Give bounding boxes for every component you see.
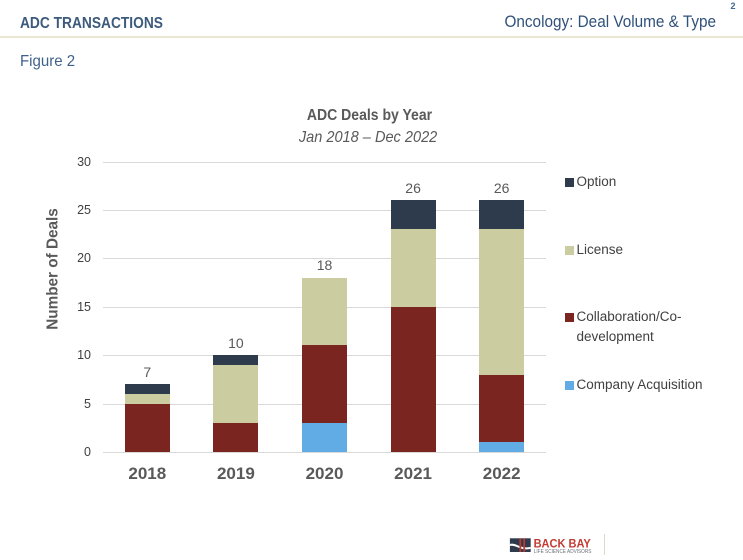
svg-text:BACK BAY: BACK BAY xyxy=(534,537,591,551)
svg-text:LIFE SCIENCE ADVISORS: LIFE SCIENCE ADVISORS xyxy=(534,549,592,555)
